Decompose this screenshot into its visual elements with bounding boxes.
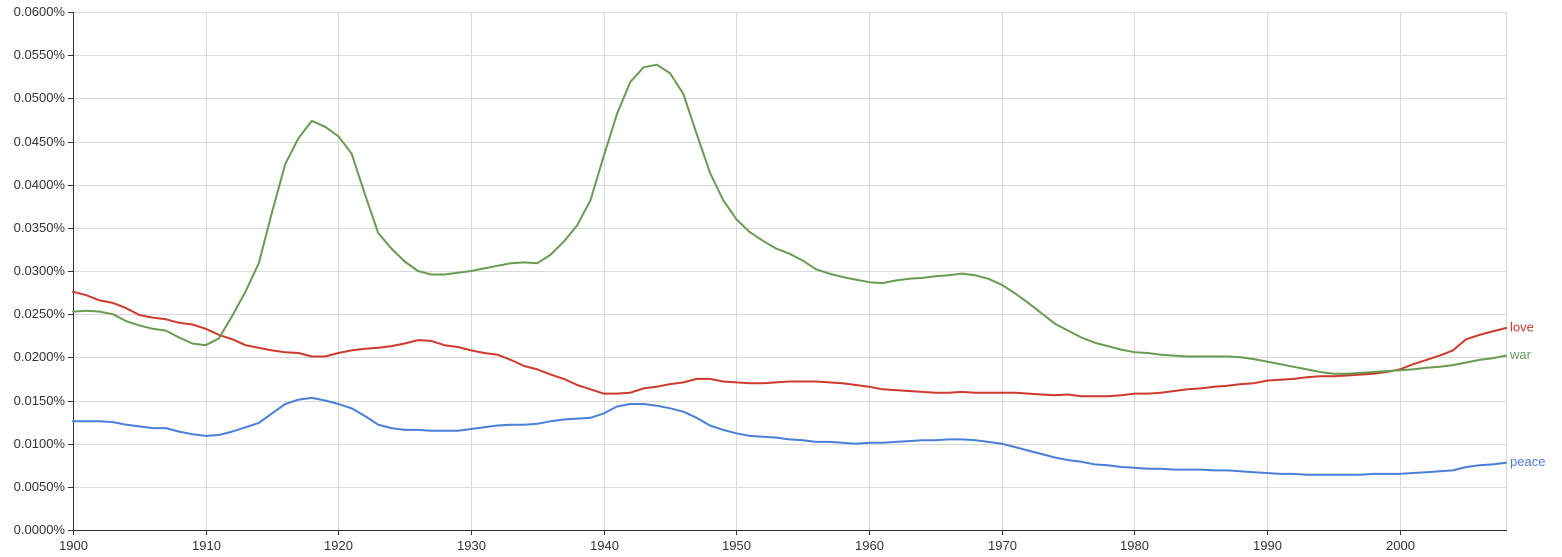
series-line-peace [72, 396, 1507, 476]
y-tick-label: 0.0200% [14, 349, 66, 364]
y-tick-label: 0.0400% [14, 177, 66, 192]
y-tick-label: 0.0050% [14, 479, 66, 494]
y-tick-label: 0.0100% [14, 436, 66, 451]
series-line-love [72, 290, 1507, 398]
y-axis-tick-labels: 0.0000% 0.0050% 0.0100% 0.0150% 0.0200% 0.025… [14, 4, 66, 537]
series-label-war: war [1509, 347, 1532, 362]
x-tick-label: 2000 [1386, 538, 1415, 553]
series-lines [72, 63, 1507, 476]
x-tick-label: 1900 [59, 538, 88, 553]
y-tick-label: 0.0500% [14, 90, 66, 105]
x-tick-label: 1990 [1253, 538, 1282, 553]
x-tick-label: 1960 [855, 538, 884, 553]
y-tick-label: 0.0250% [14, 306, 66, 321]
y-tick-label: 0.0150% [14, 393, 66, 408]
x-tick-label: 1980 [1120, 538, 1149, 553]
y-tick-label: 0.0550% [14, 47, 66, 62]
y-tick-label: 0.0600% [14, 4, 66, 19]
series-label-peace: peace [1510, 454, 1545, 469]
series-label-love: love [1510, 319, 1534, 334]
x-axis-tick-labels: 1900 1910 1920 1930 1940 1950 1960 1970 1980 1990… [59, 538, 1415, 553]
x-tick-label: 1930 [457, 538, 486, 553]
x-tick-label: 1940 [590, 538, 619, 553]
x-tick-label: 1950 [722, 538, 751, 553]
series-labels: love war peace [1509, 319, 1545, 469]
y-tick-label: 0.0000% [14, 522, 66, 537]
grid-lines [73, 12, 1507, 530]
x-tick-label: 1920 [324, 538, 353, 553]
axes [68, 12, 1507, 535]
y-tick-label: 0.0300% [14, 263, 66, 278]
y-tick-label: 0.0350% [14, 220, 66, 235]
x-tick-label: 1970 [988, 538, 1017, 553]
series-line-war [72, 63, 1507, 375]
x-tick-label: 1910 [192, 538, 221, 553]
y-tick-label: 0.0450% [14, 134, 66, 149]
